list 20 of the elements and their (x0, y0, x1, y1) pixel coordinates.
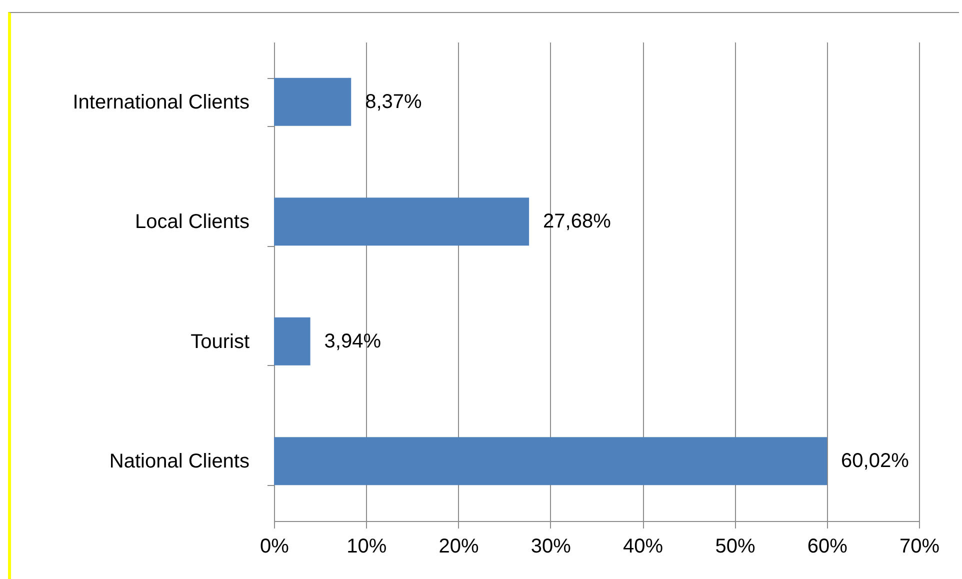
x-tick-label: 60% (807, 536, 848, 558)
bar (274, 198, 530, 246)
x-tick-label: 0% (260, 536, 290, 558)
data-label: 60,02% (841, 450, 910, 472)
bar (274, 317, 310, 366)
data-label: 8,37% (365, 90, 422, 113)
y-tick-label: International Clients (72, 91, 250, 114)
x-tick-label: 30% (530, 536, 572, 558)
bar (274, 437, 828, 486)
x-tick-label: 70% (899, 536, 940, 558)
data-label: 27,68% (543, 210, 612, 233)
y-tick-label: Tourist (190, 330, 250, 353)
x-tick-label: 40% (623, 536, 664, 558)
x-tick-label: 10% (346, 536, 387, 558)
bar (274, 78, 352, 126)
x-tick-label: 50% (715, 536, 756, 558)
y-tick-label: Local Clients (134, 211, 250, 234)
x-tick-label: 20% (438, 536, 480, 558)
data-label: 3,94% (324, 330, 382, 352)
y-tick-label: National Clients (109, 450, 250, 473)
